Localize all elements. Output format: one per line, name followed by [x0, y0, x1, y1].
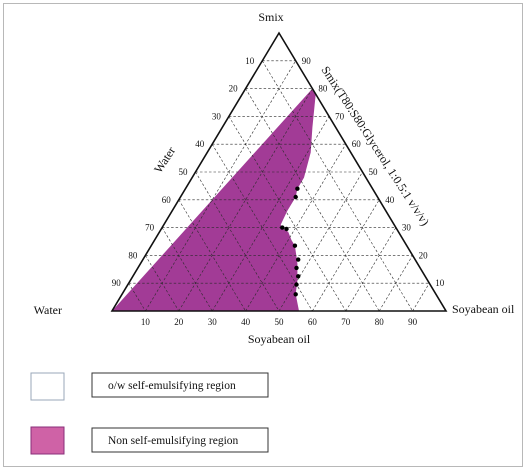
boundary-point: [284, 226, 289, 232]
grid-line-water: [178, 199, 246, 312]
triangle-frame: [110, 31, 448, 312]
grid-line-oil: [312, 199, 380, 312]
grid-line-water: [245, 88, 380, 312]
legend-box-ow-region: [91, 372, 269, 398]
legend-box-non-region: [91, 427, 269, 453]
boundary-point: [292, 243, 298, 248]
right-tick-label: 60: [352, 139, 362, 149]
left-tick-label: 30: [212, 111, 222, 121]
grid-line-water: [228, 116, 347, 312]
vertex-label-left: Water: [34, 303, 62, 317]
boundary-point: [296, 274, 301, 279]
boundary-point: [295, 186, 300, 191]
right-tick-label: 30: [402, 223, 412, 233]
grid-line-water: [195, 171, 280, 312]
bottom-tick-label: 60: [308, 317, 318, 327]
grid-line-oil: [278, 171, 363, 312]
triangle-outline: [110, 31, 448, 312]
grid-line-oil: [412, 283, 430, 312]
left-tick-label: 90: [112, 278, 122, 288]
right-tick-label: 20: [419, 250, 429, 260]
right-edge-axis-label: Smix(T80:S80:Glycerol, 1:0.5:1 v/v/v): [318, 63, 432, 228]
region-fill: [112, 88, 316, 311]
boundary-point: [293, 292, 298, 297]
bottom-tick-label: 90: [408, 317, 418, 327]
vertex-label-top: Smix: [258, 10, 283, 24]
grid-line-oil: [345, 227, 397, 312]
left-edge-axis-label: Water: [151, 144, 178, 175]
bottom-tick-label: 40: [241, 317, 251, 327]
left-tick-label: 50: [179, 167, 189, 177]
bottom-tick-label: 80: [375, 317, 385, 327]
legend-swatch-ow-region: [30, 372, 65, 401]
legend: o/w self-emulsifying region Non self-emu…: [30, 372, 269, 455]
bottom-tick-label: 10: [141, 317, 151, 327]
right-tick-label: 90: [302, 56, 312, 66]
boundary-point: [280, 225, 285, 230]
grid-line-water: [161, 227, 213, 312]
grid-line-oil: [145, 60, 296, 312]
grid-lines: [128, 60, 430, 312]
non-self-emulsifying-region: [112, 88, 316, 311]
left-tick-label: 70: [145, 223, 155, 233]
left-tick-label: 80: [128, 250, 138, 260]
grid-line-water: [128, 283, 146, 312]
left-tick-label: 40: [195, 139, 205, 149]
right-tick-label: 80: [318, 84, 328, 94]
bottom-edge-axis-label: Soyabean oil: [248, 332, 311, 346]
grid-line-oil: [211, 116, 330, 312]
legend-label-ow-region: o/w self-emulsifying region: [108, 380, 236, 392]
bottom-tick-label: 70: [341, 317, 351, 327]
boundary-point: [296, 257, 301, 262]
vertex-label-right: Soyabean oil: [452, 302, 515, 316]
left-tick-label: 10: [245, 56, 255, 66]
bottom-tick-label: 50: [275, 317, 285, 327]
right-tick-label: 10: [435, 278, 445, 288]
legend-swatch-non-region: [30, 426, 65, 455]
legend-label-non-region: Non self-emulsifying region: [108, 435, 239, 447]
grid-line-water: [145, 255, 180, 312]
left-tick-label: 20: [229, 84, 239, 94]
bottom-tick-label: 30: [208, 317, 218, 327]
grid-line-water: [262, 60, 413, 312]
boundary-point: [293, 194, 298, 200]
boundary-point: [294, 265, 299, 271]
right-tick-label: 40: [385, 195, 395, 205]
right-tick-label: 50: [369, 167, 379, 177]
boundary-points: [280, 186, 301, 297]
boundary-point: [294, 282, 299, 287]
bottom-tick-label: 20: [174, 317, 184, 327]
grid-line-oil: [245, 144, 347, 312]
grid-line-oil: [378, 255, 413, 312]
left-tick-label: 60: [162, 195, 172, 205]
tick-labels: 10 20 30 40 50 60 70 80 90 10 20 30 40 50 60 70 80 90 90 80…: [112, 56, 445, 327]
right-tick-label: 70: [335, 111, 345, 121]
grid-line-oil: [178, 88, 313, 312]
